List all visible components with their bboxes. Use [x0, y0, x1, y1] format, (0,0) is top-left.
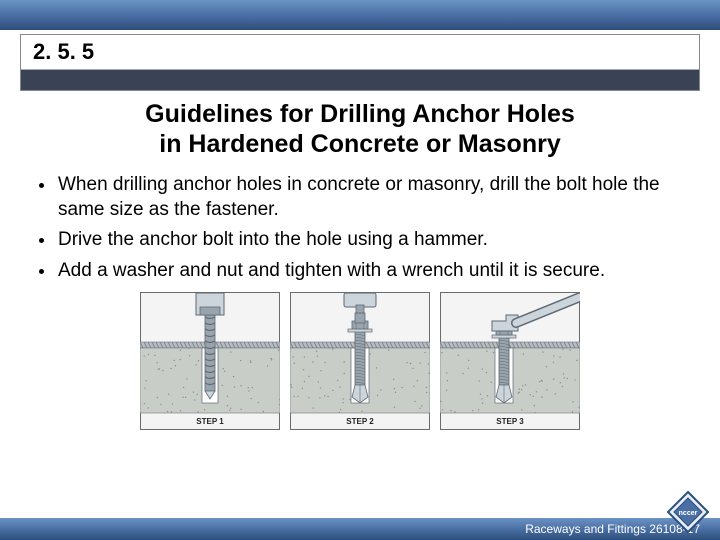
- title-line-2: in Hardened Concrete or Masonry: [159, 130, 560, 158]
- bullet-list: When drilling anchor holes in concrete o…: [0, 173, 720, 284]
- diagram-panel-3: STEP 3: [440, 292, 580, 430]
- diagram-label: STEP 3: [441, 413, 579, 429]
- bullet-item: When drilling anchor holes in concrete o…: [56, 173, 680, 222]
- footer-bar: Raceways and Fittings 26108-17: [0, 518, 720, 540]
- diagram-panel-1: STEP 1: [140, 292, 280, 430]
- diagram-step-3: [440, 293, 580, 413]
- bullet-item: Drive the anchor bolt into the hole usin…: [56, 228, 680, 253]
- diagram-label: STEP 2: [291, 413, 429, 429]
- bullet-item: Add a washer and nut and tighten with a …: [56, 259, 680, 284]
- diagram-label: STEP 1: [141, 413, 279, 429]
- diagram-panel-2: STEP 2: [290, 292, 430, 430]
- diagram-row: STEP 1 STEP 2 STEP 3: [0, 292, 720, 430]
- header-bar: [0, 0, 720, 30]
- logo-icon: nccer: [666, 490, 710, 534]
- title-line-1: Guidelines for Drilling Anchor Holes: [145, 100, 575, 128]
- page-title: Guidelines for Drilling Anchor Holes in …: [0, 91, 720, 173]
- section-dark-strip: [21, 70, 699, 90]
- section-number: 2. 5. 5: [21, 35, 699, 70]
- section-header: 2. 5. 5: [20, 34, 700, 91]
- diagram-step-1: [140, 293, 280, 413]
- svg-text:nccer: nccer: [679, 510, 698, 517]
- diagram-step-2: [290, 293, 430, 413]
